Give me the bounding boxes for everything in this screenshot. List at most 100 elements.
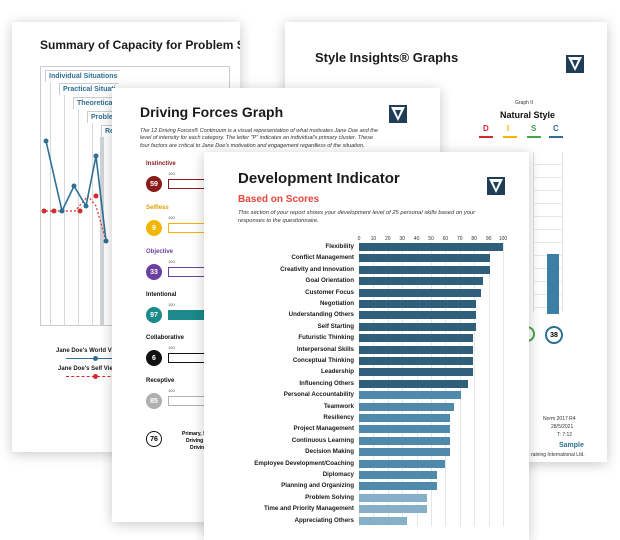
skill-label: Diplomacy — [322, 471, 354, 478]
tier-line — [78, 109, 79, 326]
tier-line — [50, 82, 51, 326]
world-point — [71, 183, 77, 189]
skill-label: Time and Priority Management — [264, 505, 354, 513]
skill-row: Creativity and Innovation — [204, 265, 529, 275]
norm-line: Norm 2017 R4 — [543, 416, 576, 422]
skill-label: Understanding Others — [288, 311, 354, 319]
skill-row: Leadership — [204, 367, 529, 377]
skill-bar — [359, 288, 482, 297]
skill-row: Continuous Learning — [204, 436, 529, 446]
skill-row: Project Management — [204, 424, 529, 434]
skill-bar — [359, 345, 473, 354]
skill-row: Understanding Others — [204, 310, 529, 320]
disc-d-rule — [479, 136, 493, 138]
skill-label: Customer Focus — [305, 288, 354, 296]
skill-bar — [359, 402, 455, 411]
skill-bar — [359, 277, 483, 286]
skill-bar — [359, 322, 476, 331]
skill-label: Flexibility — [325, 243, 354, 250]
logo-icon — [487, 177, 505, 195]
legend-driving-1: Driving For — [186, 438, 213, 444]
self-point — [77, 208, 83, 214]
skill-bar — [359, 505, 427, 514]
skill-row: Conflict Management — [204, 253, 529, 263]
skill-bar — [359, 425, 450, 434]
skill-bar — [359, 471, 437, 479]
legend-driving-2: Driving Fo — [190, 445, 215, 451]
world-view-line — [45, 140, 107, 242]
time-line: T: 7:12 — [557, 432, 573, 438]
skill-label: Decision Making — [305, 448, 354, 456]
skill-row: Negotiation — [204, 299, 529, 309]
skill-row: Conceptual Thinking — [204, 356, 529, 366]
tier-practical: Practical Situati — [59, 83, 119, 95]
world-point — [83, 203, 89, 209]
world-view-label: Jane Doe's World View — [56, 348, 122, 354]
tier-theoretical: Theoretical — [73, 97, 118, 109]
skill-bar — [359, 391, 462, 400]
legend-score: 76 — [146, 431, 162, 447]
score-intentional: 97 — [146, 307, 162, 323]
capacity-title-text: Summary of Capacity for Problem Solving — [40, 38, 240, 52]
self-view-legend-dot — [93, 374, 98, 379]
skill-row: Futuristic Thinking — [204, 333, 529, 343]
score-instinctive: 59 — [146, 176, 162, 192]
sample-label: Sample — [559, 442, 584, 449]
gridline — [503, 242, 504, 526]
graph-label: Graph II — [515, 100, 534, 106]
group-instinctive-label: Instinctive — [146, 161, 176, 167]
axis-tick: 60 — [442, 236, 449, 242]
skill-label: Planning and Organizing — [281, 482, 354, 490]
skill-label: Employee Development/Coaching — [254, 459, 354, 467]
group-receptive-label: Receptive — [146, 378, 175, 384]
score-collaborative: 6 — [146, 350, 162, 366]
skill-bar — [359, 300, 476, 308]
gridline — [488, 242, 490, 526]
skill-bar — [359, 334, 473, 343]
skill-row: Goal Orientation — [204, 276, 529, 286]
capacity-lines — [41, 138, 109, 244]
skill-row: Appreciating Others — [204, 516, 529, 526]
world-view-legend-dot — [93, 356, 98, 361]
skill-label: Project Management — [293, 425, 354, 433]
skill-row: Time and Priority Management — [204, 504, 529, 514]
disc-i-rule — [503, 136, 517, 138]
score-receptive: 85 — [146, 393, 162, 409]
graph-title: Natural Style — [500, 110, 556, 120]
group-intentional-label: Intentional — [146, 292, 177, 298]
axis-tick: 80 — [471, 236, 477, 242]
skill-label: Continuous Learning — [291, 436, 354, 444]
style-title-text: Style Insights® Graphs — [315, 50, 459, 65]
group-selfless-label: Selfless — [146, 205, 169, 211]
tier-re: Re — [101, 125, 117, 137]
skill-label: Appreciating Others — [294, 516, 354, 524]
skill-label: Goal Orientation — [305, 277, 354, 285]
scale-top: 100 — [168, 215, 175, 220]
axis-tick: 90 — [485, 236, 492, 242]
skill-row: Employee Development/Coaching — [204, 459, 529, 469]
style-title: Style Insights® Graphs — [315, 50, 465, 68]
skill-row: Flexibility — [204, 242, 529, 252]
disc-d: D — [483, 124, 489, 133]
scale-top: 100 — [168, 388, 175, 393]
skill-label: Teamwork — [323, 402, 354, 410]
axis-tick: 10 — [370, 236, 377, 242]
skill-row: Problem Solving — [204, 493, 529, 503]
axis-tick: 0 — [357, 236, 361, 242]
tier-line — [64, 95, 65, 326]
scale-top: 100 — [168, 259, 175, 264]
forces-title: Driving Forces Graph — [140, 104, 290, 122]
skill-label: Personal Accountability — [283, 391, 354, 399]
development-title: Development Indicator — [238, 170, 400, 189]
forces-description: The 12 Driving Forces® Continuum is a vi… — [140, 128, 378, 149]
date-line: 28/5/2021 — [551, 424, 574, 430]
tier-problem: Problem — [87, 111, 123, 123]
capacity-title: Summary of Capacity for Problem Solving — [40, 38, 240, 55]
skill-label: Self Starting — [317, 322, 354, 330]
scale-top: 100 — [168, 302, 175, 307]
score-objective: 33 — [146, 264, 162, 280]
axis-tick: 30 — [399, 236, 405, 242]
axis-tick: 50 — [428, 236, 434, 242]
skill-row: Personal Accountability — [204, 390, 529, 400]
world-point — [43, 138, 49, 144]
